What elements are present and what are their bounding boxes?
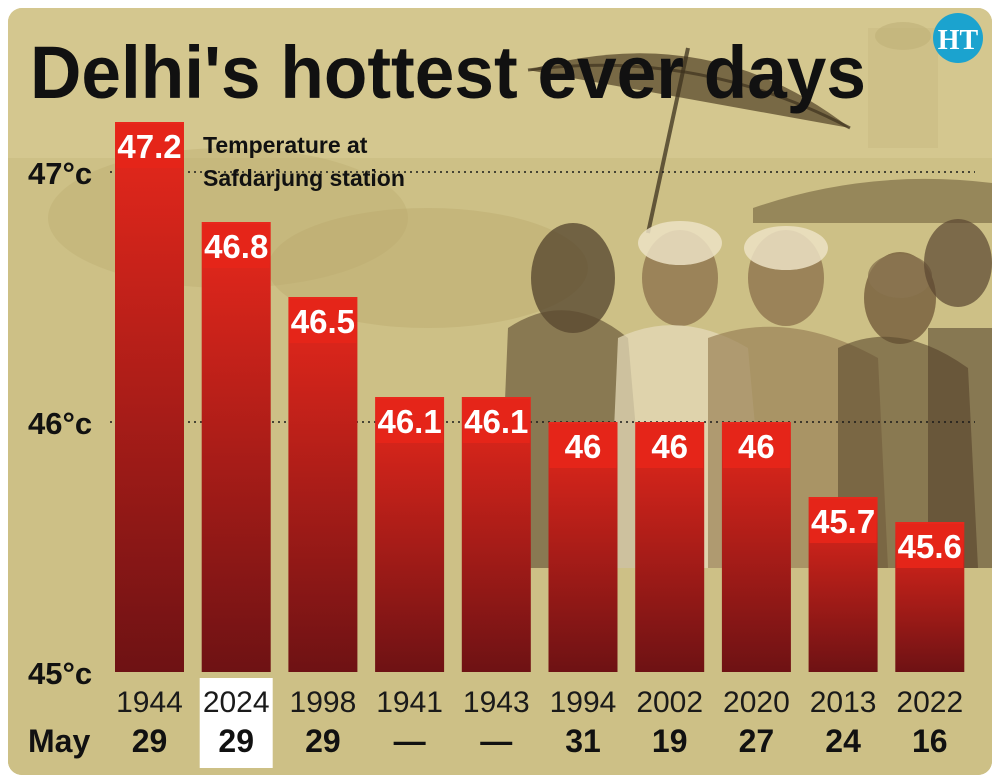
x-tick-year: 1998: [290, 686, 357, 719]
bar-label-bg: [636, 424, 704, 468]
bar-2024: [201, 222, 271, 672]
ht-logo-circle: [933, 13, 983, 63]
bar-label-bg: [809, 499, 877, 543]
bar-label-bg: [289, 299, 357, 343]
chart-subtitle-line-1: Temperature at: [203, 132, 368, 158]
bar-value-label: 47.2: [117, 128, 181, 165]
y-axis-labels: 47°c 46°c 45°c: [28, 156, 92, 691]
x-tick-year: 2024: [203, 686, 270, 719]
bar-label-bg: [722, 424, 790, 468]
x-tick-year: 2020: [723, 686, 790, 719]
y-tick-label: 46°c: [28, 406, 92, 441]
x-tick-year: 1943: [463, 686, 530, 719]
x-tick-day: 16: [912, 723, 948, 759]
x-tick-day: 31: [565, 723, 601, 759]
bar-label-bg: [202, 224, 270, 268]
month-label: May: [28, 723, 90, 759]
bar-value-label: 46: [651, 428, 688, 465]
ht-logo-text: HT: [938, 25, 979, 56]
bar-label-bg: [376, 399, 444, 443]
chart-title: Delhi's hottest ever days: [30, 31, 866, 114]
bar-value-label: 46.8: [204, 228, 268, 265]
x-tick-day: 29: [305, 723, 341, 759]
x-tick-year: 1994: [550, 686, 617, 719]
bar-value-label: 45.7: [811, 503, 875, 540]
chart-frame: 47°c 46°c 45°c 47.2 46.8 46.5 46.1 46.1 46 46 46 4…: [8, 8, 992, 775]
bar-value-label: 46.1: [464, 403, 528, 440]
chart-subtitle-line-2: Safdarjung station: [203, 165, 405, 191]
bar-label-bg: [462, 399, 530, 443]
x-tick-year: 2002: [636, 686, 703, 719]
x-tick-year: 2013: [810, 686, 877, 719]
bar-label-bg: [116, 124, 183, 168]
x-tick-day: 27: [739, 723, 775, 759]
bar-1998: [288, 297, 358, 672]
x-tick-day: 19: [652, 723, 688, 759]
bar-label-bg: [549, 424, 617, 468]
temperature-bar-chart: 47°c46°c45°c 47.246.846.546.1 46.146 46 464…: [28, 13, 983, 768]
ht-logo: HT: [933, 13, 983, 63]
bar-1944: [115, 122, 184, 672]
x-tick-year: 2022: [896, 686, 963, 719]
highlight-box: [199, 678, 273, 768]
x-tick-day: 29: [218, 723, 254, 759]
bar-value-label: 46: [738, 428, 775, 465]
bar-value-label: 45.6: [898, 528, 962, 565]
x-tick-year: 1944: [116, 686, 183, 719]
x-tick-day: —: [480, 723, 512, 759]
x-axis-labels: 1944 29 2024 29 1998 29 1941 — 1943 — 1994 31 2002 19…: [116, 678, 963, 768]
bar-value-label: 46: [565, 428, 602, 465]
y-tick-label: 47°c: [28, 156, 92, 191]
x-tick-year: 1941: [376, 686, 443, 719]
y-tick-label: 45°c: [28, 656, 92, 691]
bar-value-label: 46.5: [291, 303, 355, 340]
x-tick-day: 24: [825, 723, 861, 759]
bars: 47.2 46.8 46.5 46.1 46.1 46 46 46 45.7 45.6: [115, 122, 965, 672]
bar-value-label: 46.1: [377, 403, 441, 440]
bar-label-bg: [896, 524, 964, 568]
x-tick-day: —: [394, 723, 426, 759]
x-tick-day: 29: [132, 723, 168, 759]
